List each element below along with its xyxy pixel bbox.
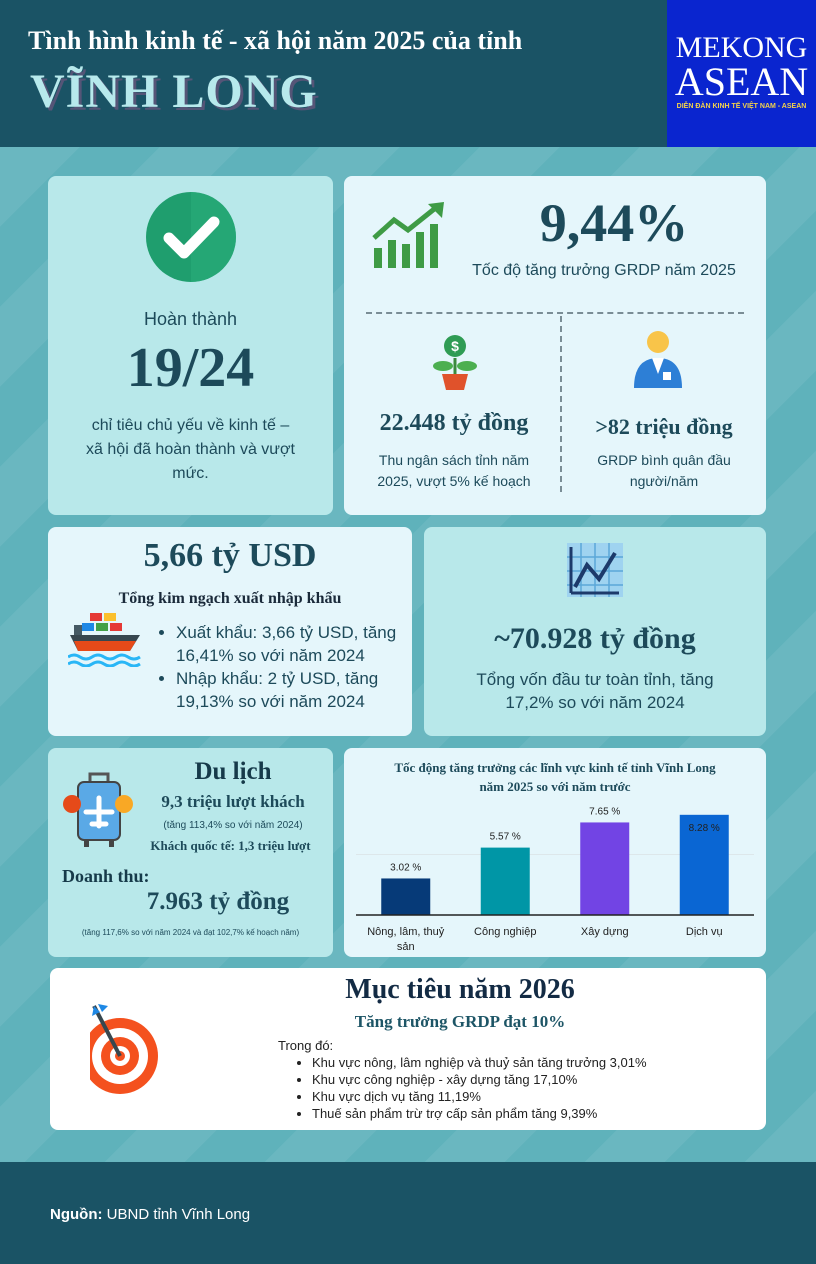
tourism-revenue: 7.963 tỷ đồng bbox=[146, 888, 290, 915]
completion-value: 19/24 bbox=[126, 337, 255, 399]
investment-card: ~70.928 tỷ đồng Tổng vốn đầu tư toàn tỉn… bbox=[424, 527, 766, 736]
bar bbox=[480, 847, 530, 915]
target-item: Thuế sản phẩm trừ trợ cấp sản phẩm tăng … bbox=[312, 1105, 647, 1122]
header-title: VĨNH LONG bbox=[30, 65, 318, 118]
source-text: UBND tỉnh Vĩnh Long bbox=[106, 1206, 251, 1223]
completion-description: chỉ tiêu chủ yếu về kinh tế – xã hội đã … bbox=[86, 417, 295, 482]
source-label: Nguồn: bbox=[50, 1206, 103, 1223]
completion-label: Hoàn thành bbox=[143, 309, 238, 329]
completion-card: Hoàn thành 19/24 chỉ tiêu chủ yếu về kin… bbox=[48, 176, 333, 515]
money-plant-icon: $ bbox=[433, 335, 477, 390]
data-label: 8.28 % bbox=[689, 823, 720, 834]
trade-item-import: Nhập khẩu: 2 tỷ USD, tăng 19,13% so với … bbox=[176, 667, 401, 713]
category-label: Dịch vụ bbox=[686, 926, 723, 938]
target-list: Khu vực nông, lâm nghiệp và thuỷ sản tăn… bbox=[312, 1054, 647, 1122]
header-subtitle: Tình hình kinh tế - xã hội năm 2025 của … bbox=[28, 26, 523, 55]
target-item: Khu vực công nghiệp - xây dựng tăng 17,1… bbox=[312, 1071, 647, 1088]
target-intro: Trong đó: bbox=[278, 1038, 334, 1053]
tourism-international: Khách quốc tế: 1,3 triệu lượt bbox=[150, 838, 311, 853]
divider bbox=[560, 316, 562, 492]
bar-chart: 3.02 % Nông, lâm, thuỷ sản 5.57 % Công nghiệ… bbox=[356, 806, 754, 953]
budget-value: 22.448 tỷ đồng bbox=[379, 410, 529, 436]
chart-title: Tốc động tăng trưởng các lĩnh vực kinh t… bbox=[394, 760, 716, 794]
header: Tình hình kinh tế - xã hội năm 2025 của … bbox=[0, 0, 816, 147]
data-label: 3.02 % bbox=[390, 862, 421, 873]
target-item: Khu vực dịch vụ tăng 11,19% bbox=[312, 1088, 647, 1105]
tourism-revenue-label: Doanh thu: bbox=[62, 866, 150, 886]
per-capita-value: >82 triệu đồng bbox=[595, 414, 733, 439]
category-label: sản bbox=[397, 941, 415, 953]
grdp-card: 9,44% Tốc độ tăng trưởng GRDP năm 2025 $… bbox=[344, 176, 766, 515]
tourism-card: Du lịch 9,3 triệu lượt khách (tăng 113,4… bbox=[48, 748, 333, 957]
logo-tagline: DIỄN ĐÀN KINH TẾ VIỆT NAM - ASEAN bbox=[676, 103, 807, 110]
growth-chart-icon bbox=[372, 202, 444, 268]
tourism-title: Du lịch bbox=[194, 758, 272, 785]
footer: Nguồn: UBND tỉnh Vĩnh Long bbox=[0, 1162, 816, 1264]
tourism-revenue-note: (tăng 117,6% so với năm 2024 và đạt 102,… bbox=[81, 928, 300, 937]
source: Nguồn: UBND tỉnh Vĩnh Long bbox=[50, 1206, 250, 1223]
investment-value: ~70.928 tỷ đồng bbox=[494, 622, 696, 655]
mekong-asean-logo: MEKONG ASEAN DIỄN ĐÀN KINH TẾ VIỆT NAM -… bbox=[667, 0, 816, 147]
category-label: Nông, lâm, thuỷ bbox=[367, 926, 445, 938]
travel-suitcase-icon bbox=[63, 772, 133, 847]
svg-text:$: $ bbox=[451, 338, 459, 354]
trade-label: Tổng kim ngạch xuất nhập khẩu bbox=[118, 590, 342, 607]
bar bbox=[381, 878, 431, 915]
grdp-value: 9,44% bbox=[539, 193, 689, 253]
person-icon bbox=[634, 331, 682, 388]
grdp-label: Tốc độ tăng trưởng GRDP năm 2025 bbox=[472, 262, 736, 279]
bar bbox=[580, 822, 630, 915]
logo-line2: ASEAN bbox=[674, 59, 809, 104]
investment-label: Tổng vốn đầu tư toàn tỉnh, tăng 17,2% so… bbox=[476, 670, 714, 712]
trade-list: Xuất khẩu: 3,66 tỷ USD, tăng 16,41% so v… bbox=[176, 621, 401, 713]
budget-label: Thu ngân sách tỉnh năm 2025, vượt 5% kế … bbox=[377, 452, 531, 489]
trade-value: 5,66 tỷ USD bbox=[143, 537, 317, 574]
data-label: 5.57 % bbox=[490, 832, 521, 843]
category-label: Công nghiệp bbox=[474, 926, 536, 938]
line-chart-icon bbox=[567, 543, 623, 597]
data-label: 7.65 % bbox=[589, 806, 620, 817]
check-circle-icon bbox=[145, 192, 236, 282]
bar bbox=[679, 814, 729, 915]
logo-line1: MEKONG bbox=[675, 31, 808, 64]
category-label: Xây dựng bbox=[581, 926, 629, 938]
target-subtitle: Tăng trưởng GRDP đạt 10% bbox=[354, 1012, 566, 1031]
target-item: Khu vực nông, lâm nghiệp và thuỷ sản tăn… bbox=[312, 1054, 647, 1071]
sector-growth-chart: Tốc động tăng trưởng các lĩnh vực kinh t… bbox=[344, 748, 766, 957]
target-card: Mục tiêu năm 2026 Tăng trưởng GRDP đạt 1… bbox=[50, 968, 766, 1130]
trade-item-export: Xuất khẩu: 3,66 tỷ USD, tăng 16,41% so v… bbox=[176, 621, 401, 667]
target-dart-icon bbox=[90, 1004, 158, 1094]
tourism-visitors: 9,3 triệu lượt khách bbox=[161, 792, 305, 811]
divider bbox=[366, 312, 744, 314]
target-title: Mục tiêu năm 2026 bbox=[345, 974, 575, 1005]
cargo-ship-icon bbox=[68, 613, 141, 667]
trade-card: 5,66 tỷ USD Tổng kim ngạch xuất nhập khẩ… bbox=[48, 527, 412, 736]
per-capita-label: GRDP bình quân đầu người/năm bbox=[597, 452, 731, 489]
tourism-visitors-note: (tăng 113,4% so với năm 2024) bbox=[163, 820, 303, 831]
